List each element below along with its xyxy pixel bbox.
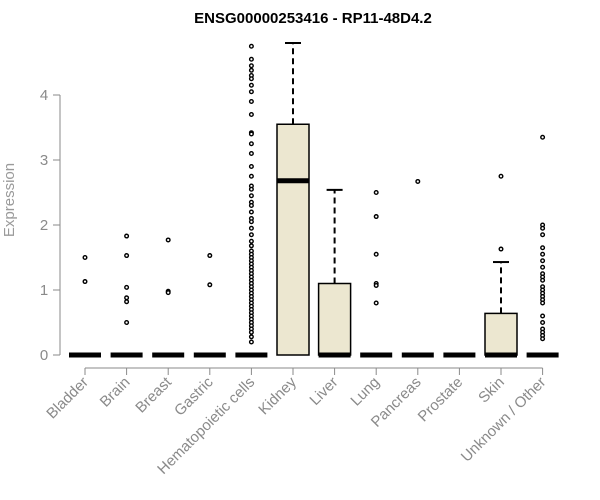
outlier-point <box>415 178 421 184</box>
y-axis-label: Expression <box>1 163 18 237</box>
x-tick-label: Skin <box>475 374 508 407</box>
box-rect <box>317 282 352 356</box>
outlier-point <box>540 320 546 326</box>
outlier-point <box>540 232 546 238</box>
outlier-point <box>248 219 254 225</box>
box-group <box>484 173 518 358</box>
x-tick-label: Kidney <box>255 373 300 418</box>
outlier-point <box>248 82 254 88</box>
box-group <box>69 254 101 358</box>
box-group <box>110 233 143 358</box>
outlier-point <box>248 202 254 208</box>
outlier-point <box>248 98 254 104</box>
outlier-point <box>248 232 254 238</box>
outlier-point <box>124 233 130 239</box>
x-tick-label: Lung <box>347 374 383 410</box>
outlier-point <box>248 339 254 345</box>
x-tick-label: Liver <box>306 374 341 409</box>
boxes-layer <box>69 42 559 358</box>
box-group <box>317 188 352 358</box>
outlier-point <box>248 67 254 73</box>
outlier-point <box>373 214 379 220</box>
outlier-point <box>248 329 254 335</box>
outlier-point <box>248 76 254 82</box>
outlier-point <box>498 173 504 179</box>
box-rect <box>484 312 518 356</box>
box-rect <box>276 123 310 356</box>
outlier-point <box>540 313 546 319</box>
outlier-point <box>373 282 379 288</box>
outlier-point <box>373 251 379 257</box>
outlier-point <box>540 258 546 264</box>
y-tick-label: 4 <box>40 87 48 104</box>
outlier-point <box>248 131 254 137</box>
outlier-point <box>248 186 254 192</box>
box-group <box>276 42 310 356</box>
outlier-point <box>248 111 254 117</box>
outlier-point <box>540 245 546 251</box>
outlier-point <box>248 193 254 199</box>
x-tick-label: Brain <box>97 374 134 411</box>
outlier-point <box>82 254 88 260</box>
outlier-point <box>540 336 546 342</box>
outlier-point <box>373 300 379 306</box>
box-group <box>526 134 559 358</box>
outlier-point <box>248 334 254 340</box>
y-tick-label: 0 <box>40 347 48 364</box>
outlier-point <box>248 163 254 169</box>
outlier-point <box>540 300 546 306</box>
outlier-point <box>124 320 130 326</box>
box-group <box>193 253 226 358</box>
outlier-point <box>373 189 379 195</box>
x-tick-label: Breast <box>132 373 175 416</box>
box-group <box>360 189 393 358</box>
outlier-point <box>124 295 130 301</box>
outlier-point <box>124 284 130 290</box>
outlier-point <box>207 253 213 259</box>
box-group <box>235 43 268 358</box>
outlier-point <box>540 251 546 257</box>
outlier-point <box>207 282 213 288</box>
box-group <box>401 178 434 358</box>
outlier-point <box>248 173 254 179</box>
outlier-point <box>248 63 254 69</box>
outlier-point <box>248 243 254 249</box>
y-tick-label: 2 <box>40 217 48 234</box>
outlier-point <box>124 253 130 259</box>
x-tick-label: Prostate <box>415 374 467 426</box>
outlier-point <box>124 299 130 305</box>
outlier-point <box>540 225 546 231</box>
outlier-point <box>540 134 546 140</box>
outlier-point <box>248 43 254 49</box>
outlier-point <box>248 89 254 95</box>
outlier-point <box>248 150 254 156</box>
outlier-point <box>82 279 88 285</box>
x-tick-label: Bladder <box>43 374 92 423</box>
outlier-point <box>248 56 254 62</box>
outlier-point <box>248 238 254 244</box>
outlier-point <box>540 264 546 270</box>
outlier-point <box>165 290 171 296</box>
y-tick-label: 3 <box>40 152 48 169</box>
outlier-point <box>165 237 171 243</box>
outlier-point <box>540 277 546 283</box>
box-group <box>152 237 185 358</box>
outlier-point <box>248 225 254 231</box>
chart-title: ENSG00000253416 - RP11-48D4.2 <box>194 10 432 27</box>
outlier-point <box>498 246 504 252</box>
y-axis: 0 1 2 3 4 <box>40 87 61 364</box>
y-tick-label: 1 <box>40 282 48 299</box>
outlier-point <box>248 209 254 215</box>
outlier-point <box>248 141 254 147</box>
